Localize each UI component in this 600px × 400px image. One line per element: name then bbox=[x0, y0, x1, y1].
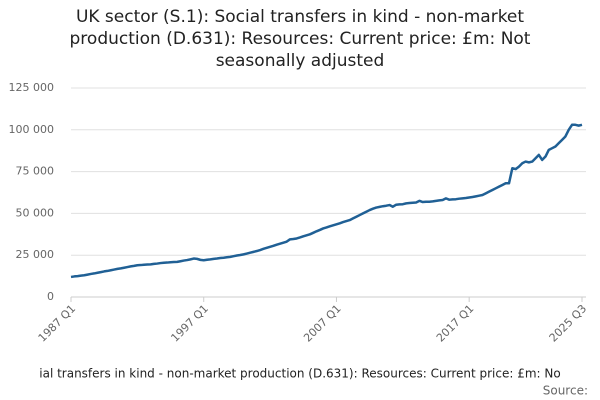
x-tick-label: 2017 Q1 bbox=[434, 302, 477, 345]
x-tick-label: 2007 Q1 bbox=[301, 302, 344, 345]
x-tick-label: 2025 Q3 bbox=[547, 302, 590, 345]
source: Source: bbox=[543, 384, 588, 398]
y-tick-label: 75 000 bbox=[16, 165, 55, 178]
y-tick-label: 0 bbox=[47, 290, 54, 303]
y-tick-label: 50 000 bbox=[16, 206, 55, 219]
x-tick-label: 1987 Q1 bbox=[36, 302, 79, 345]
y-tick-label: 100 000 bbox=[9, 123, 55, 136]
x-tick-label: 1997 Q1 bbox=[168, 302, 211, 345]
y-tick-label: 25 000 bbox=[16, 248, 55, 261]
y-tick-label: 125 000 bbox=[9, 81, 55, 94]
x-axis-title: ial transfers in kind - non-market produ… bbox=[39, 367, 560, 381]
chart-title: UK sector (S.1): Social transfers in kin… bbox=[69, 7, 531, 71]
data-line bbox=[70, 123, 583, 279]
